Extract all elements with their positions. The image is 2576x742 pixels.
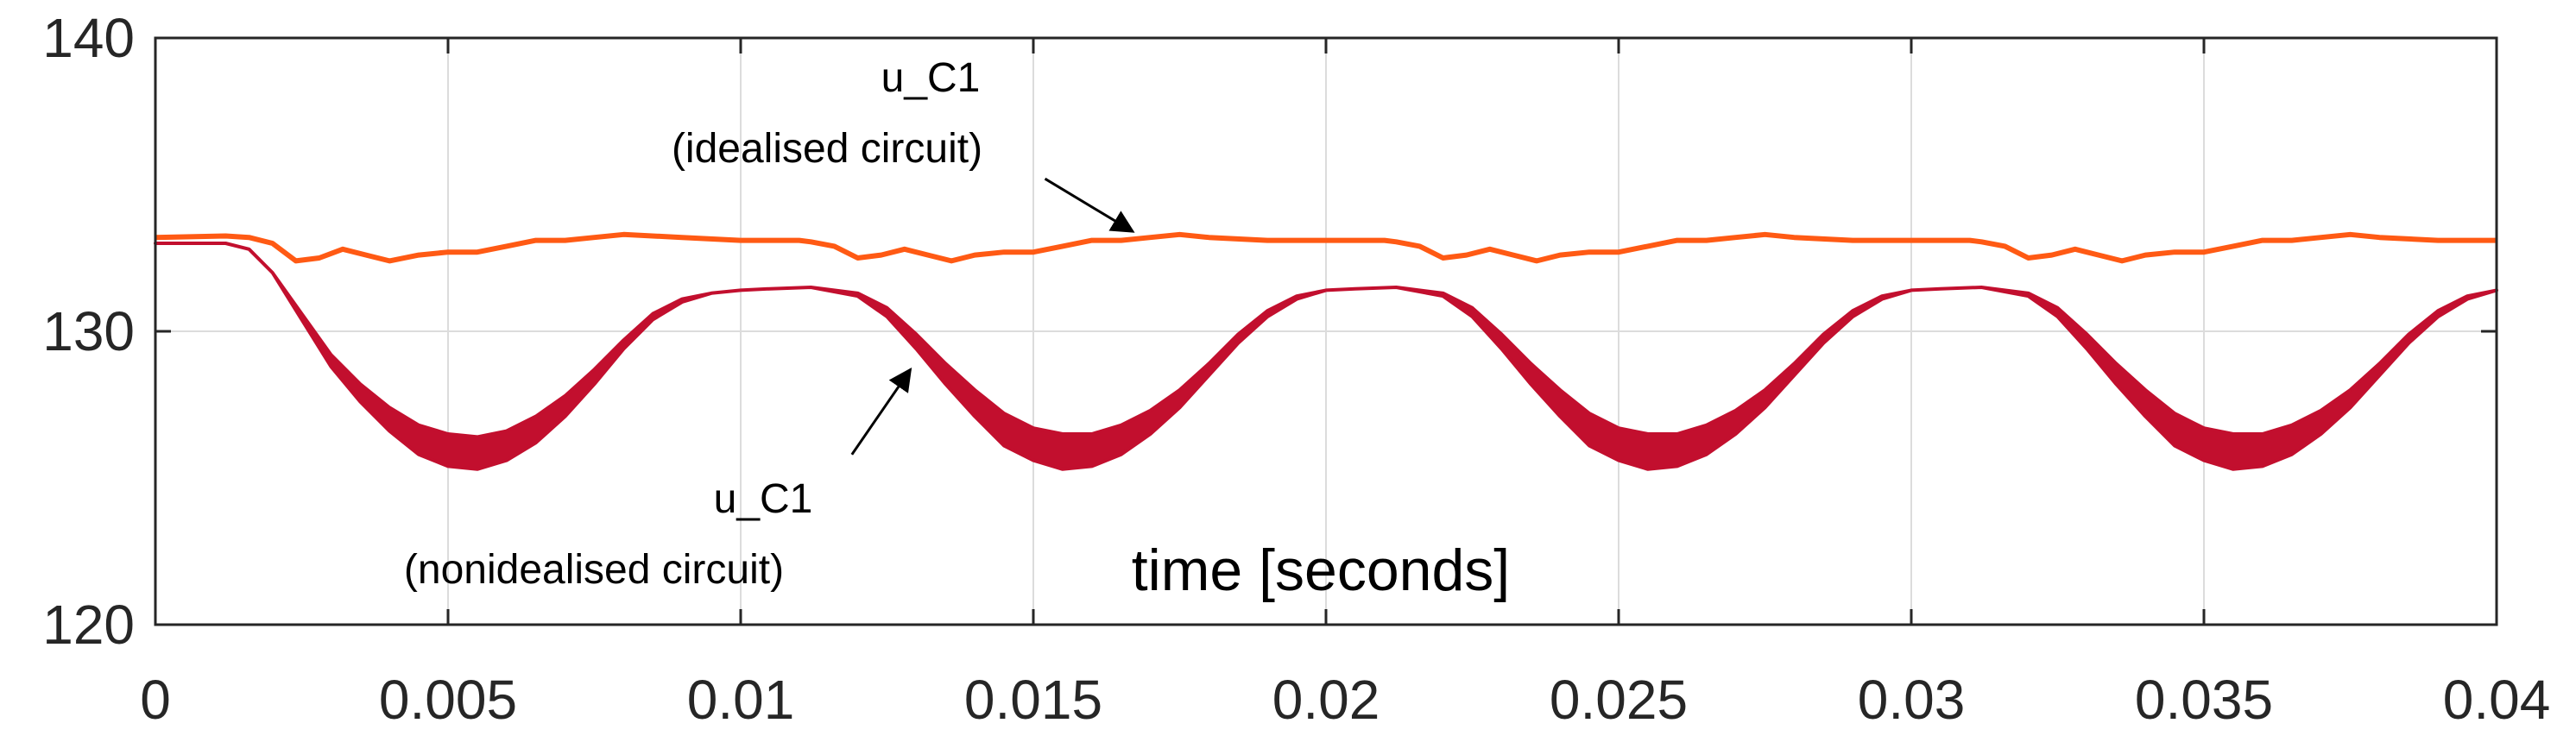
x-axis: 0 0.005 0.01 0.015 0.02 0.025 0.03 0.035 0.04 xyxy=(140,38,2550,731)
y-tick-label: 140 xyxy=(42,7,135,69)
grid xyxy=(155,38,2497,625)
annotation-nonidealised-arrow xyxy=(850,367,912,456)
annotation-idealised-arrow xyxy=(1044,177,1135,233)
x-tick-label: 0.03 xyxy=(1858,669,1966,731)
annotation-nonidealised-title: u_C1 xyxy=(714,476,813,522)
annotations: u_C1 (idealised circuit) u_C1 (nonidealised… xyxy=(404,55,1135,593)
x-tick-label: 0.01 xyxy=(687,669,795,731)
x-tick-label: 0.04 xyxy=(2443,669,2551,731)
x-tick-label: 0.02 xyxy=(1272,669,1380,731)
x-tick-label: 0 xyxy=(140,669,171,731)
annotation-idealised-subtitle: (idealised circuit) xyxy=(672,126,982,172)
x-axis-label: time [seconds] xyxy=(1132,538,1510,603)
y-tick-label: 130 xyxy=(42,300,135,362)
x-tick-label: 0.005 xyxy=(379,669,517,731)
series-line-idealised xyxy=(155,231,2497,264)
annotation-nonidealised-subtitle: (nonidealised circuit) xyxy=(404,547,784,593)
x-tick-label: 0.015 xyxy=(964,669,1102,731)
y-tick-label: 120 xyxy=(42,594,135,656)
x-tick-label: 0.025 xyxy=(1550,669,1688,731)
x-tick-label: 0.035 xyxy=(2135,669,2273,731)
y-axis: 120 130 140 xyxy=(42,7,2497,656)
annotation-idealised-title: u_C1 xyxy=(881,55,981,101)
